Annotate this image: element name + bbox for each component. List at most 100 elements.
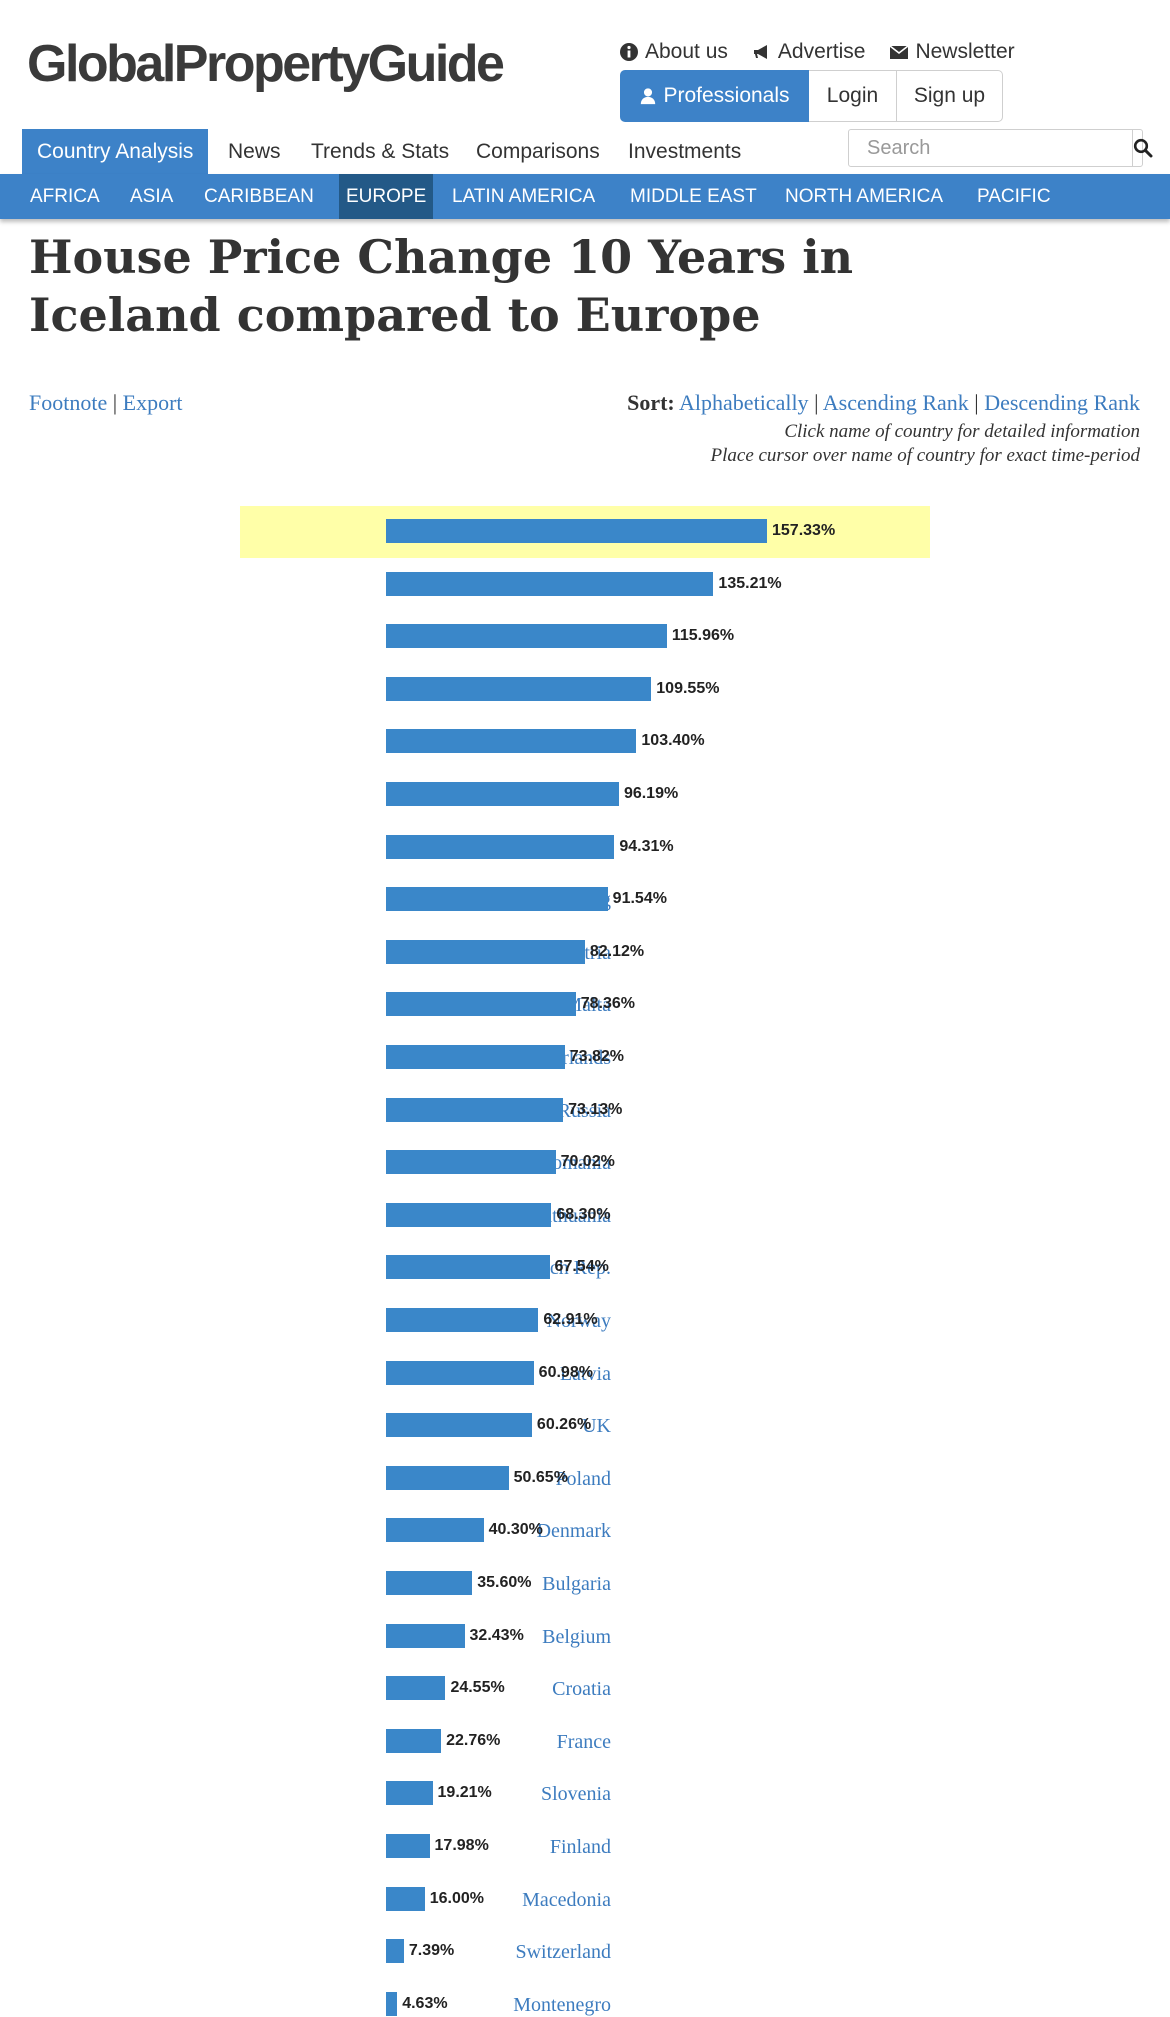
chart-row: Czech Rep. 67.54% [240, 1242, 930, 1294]
bar [386, 1886, 425, 1911]
country-link[interactable]: Montenegro [513, 1993, 611, 2016]
chart-row: Poland 50.65% [240, 1453, 930, 1505]
bar [386, 676, 652, 701]
nav-comparisons[interactable]: Comparisons [476, 140, 600, 163]
nav-news[interactable]: News [228, 140, 281, 163]
bar-value-label: 22.76% [446, 1731, 501, 1749]
bar-value-label: 67.54% [554, 1258, 609, 1276]
chart-row: Estonia135.21% [240, 559, 930, 611]
country-link[interactable]: Russia [557, 1099, 611, 1122]
region-europe[interactable]: EUROPE [339, 174, 434, 219]
bar [386, 1834, 430, 1858]
hover-note: Place cursor over name of country for ex… [710, 445, 1141, 466]
country-link[interactable]: France [556, 1730, 611, 1753]
export-link[interactable]: Export [122, 390, 183, 415]
bar [386, 1202, 552, 1227]
nav-country-analysis[interactable]: Country Analysis [22, 129, 209, 174]
chart-row: France 22.76% [240, 1716, 930, 1768]
chart-row: Lithuania 68.30% [240, 1190, 930, 1242]
advertise-label: Advertise [777, 40, 866, 63]
sort-separator: | [814, 390, 819, 415]
region-latin-america[interactable]: LATIN AMERICA [452, 186, 596, 207]
country-link[interactable]: Denmark [536, 1520, 611, 1543]
chart-row: Denmark 40.30% [240, 1505, 930, 1557]
chart-row: Malta 78.36% [240, 979, 930, 1031]
bar-value-label: 73.82% [569, 1048, 625, 1065]
search-box [848, 129, 1153, 167]
sort-separator: | [974, 390, 979, 415]
region-north-america[interactable]: NORTH AMERICA [785, 186, 944, 207]
sort-ascending-rank[interactable]: Ascending Rank [822, 390, 969, 415]
region-middle-east[interactable]: MIDDLE EAST [630, 186, 757, 207]
envelope-icon [889, 45, 909, 59]
country-link[interactable]: Finland [549, 1836, 611, 1858]
chart-row: Sweden96.19% [240, 769, 930, 821]
chart-row: Finland 17.98% [240, 1821, 930, 1873]
country-link[interactable]: Lithuania [534, 1204, 611, 1227]
search-button[interactable] [1132, 130, 1153, 166]
country-link[interactable]: Belgium [542, 1625, 611, 1648]
bar-value-label: 4.63% [402, 1994, 448, 2012]
bar [386, 1360, 534, 1385]
chart-row: Netherlands73.82% [240, 1032, 930, 1084]
bar-value-label: 62.91% [543, 1311, 598, 1328]
bar-value-label: 19.21% [437, 1784, 492, 1802]
chart-row: UK 60.26% [240, 1400, 930, 1452]
country-link[interactable]: Latvia [559, 1362, 611, 1385]
about-us-link[interactable]: About us [619, 40, 728, 64]
region-africa[interactable]: AFRICA [30, 186, 100, 207]
newsletter-link[interactable]: Newsletter [889, 40, 1015, 64]
country-link[interactable]: Romania [538, 1152, 611, 1175]
bar [386, 1097, 564, 1122]
country-link[interactable]: Malta [564, 994, 611, 1017]
country-link[interactable]: UK [582, 1415, 611, 1438]
country-link[interactable]: Bulgaria [542, 1573, 611, 1595]
professionals-button[interactable]: Professionals [620, 70, 809, 122]
chart-row: Austria82.12% [240, 927, 930, 979]
nav-investments[interactable]: Investments [628, 140, 742, 163]
bar-value-label: 73.13% [568, 1100, 623, 1118]
chart-row: Portugal94.31% [240, 822, 930, 874]
country-link[interactable]: Poland [555, 1467, 611, 1490]
country-link[interactable]: Slovenia [541, 1783, 611, 1806]
nav-trends-stats[interactable]: Trends & Stats [311, 140, 450, 163]
bar-value-label: 16.00% [429, 1889, 484, 1907]
sort-label: Sort: [627, 390, 675, 415]
country-link[interactable]: Norway [546, 1310, 611, 1332]
chart-tools: Footnote | Export [29, 390, 183, 416]
signup-button[interactable]: Sign up [897, 70, 1003, 122]
sort-descending-rank[interactable]: Descending Rank [984, 390, 1140, 415]
bar [386, 992, 576, 1017]
auth-buttons: Professionals Login Sign up [620, 70, 1003, 122]
chart-row: Slovak Rep.103.40% [240, 716, 930, 768]
bar [386, 1308, 539, 1332]
bar-value-label: 7.39% [408, 1942, 455, 1960]
bar-value-label: 103.40% [641, 732, 705, 750]
region-nav: AFRICA ASIA CARIBBEAN EUROPE LATIN AMERI… [0, 174, 1170, 219]
bar [386, 1676, 446, 1701]
bar-value-label: 32.43% [469, 1626, 524, 1644]
chart-row: Romania 70.02% [240, 1137, 930, 1189]
country-link[interactable]: Macedonia [522, 1888, 611, 1911]
bar-value-label: 157.33% [772, 522, 836, 539]
region-pacific[interactable]: PACIFIC [977, 186, 1051, 207]
footnote-link[interactable]: Footnote [29, 390, 108, 415]
site-logo[interactable]: GlobalPropertyGuide [27, 35, 505, 93]
chart-row: Bulgaria 35.60% [240, 1558, 930, 1610]
bar [386, 1465, 509, 1490]
login-button[interactable]: Login [809, 70, 897, 122]
sort-bar: Sort: Alphabetically | Ascending Rank | … [627, 390, 1140, 416]
top-links: About us Advertise Newsletter [619, 40, 1015, 64]
advertise-link[interactable]: Advertise [752, 40, 866, 64]
bar [386, 887, 608, 912]
country-link[interactable]: Croatia [552, 1678, 611, 1701]
country-link[interactable]: Switzerland [515, 1941, 611, 1964]
search-input[interactable] [849, 130, 1132, 166]
region-caribbean[interactable]: CARIBBEAN [204, 186, 314, 207]
bar-value-label: 40.30% [488, 1521, 543, 1539]
bar-value-label: 96.19% [623, 785, 679, 802]
sort-alphabetically[interactable]: Alphabetically [679, 390, 809, 415]
region-asia[interactable]: ASIA [130, 186, 174, 207]
bar [386, 571, 714, 596]
